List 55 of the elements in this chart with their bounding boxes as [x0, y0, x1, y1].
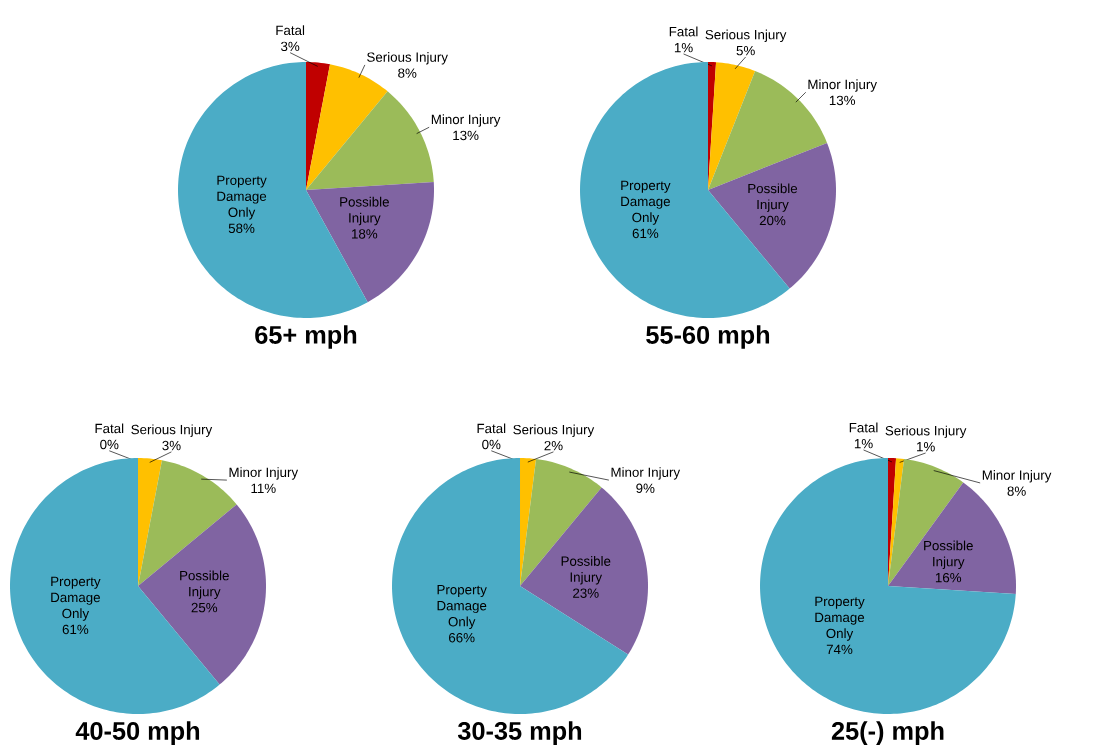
text: 55-60 mph: [646, 325, 770, 349]
data-label: 11%: [251, 483, 276, 493]
category-label: Fatal: [95, 423, 124, 434]
data-label: 58%: [228, 223, 255, 233]
slice-label: Minor Injury: [611, 467, 681, 480]
slice-label: Serious Injury: [513, 424, 595, 437]
text: 65+ mph: [255, 325, 357, 349]
slice-label: Possible Injury: [924, 540, 973, 569]
data-label: 61%: [632, 228, 659, 238]
slice-label: Possible Injury: [180, 570, 229, 599]
text: 40-50 mph: [75, 721, 200, 745]
data-label: 23%: [573, 588, 599, 598]
slice-label: Serious Injury: [367, 51, 448, 65]
slice-label: Property Damage Only: [437, 584, 487, 629]
slice-label: Minor Injury: [229, 467, 299, 480]
slice-label: Fatal: [849, 422, 878, 433]
text: 30-35 mph: [457, 721, 582, 745]
text: 0%: [482, 439, 501, 450]
slice-label: Minor Injury: [982, 469, 1052, 483]
data-label: 3%: [162, 440, 181, 451]
text: 25(-) mph: [831, 721, 944, 745]
data-label: 20%: [759, 215, 786, 226]
slice-label: Serious Injury: [885, 425, 967, 438]
data-label: 13%: [453, 130, 479, 140]
data-label: 1%: [674, 42, 693, 53]
data-label: 8%: [1007, 486, 1026, 496]
slice-label: Property Damage Only: [815, 596, 865, 641]
slice-label: Minor Injury: [431, 114, 501, 127]
data-label: 5%: [736, 45, 755, 56]
slice-label: Possible Injury: [748, 183, 798, 212]
slice-label: Minor Injury: [808, 79, 877, 92]
data-label: 61%: [62, 624, 89, 634]
slice-label: Property Damage Only: [217, 175, 267, 220]
data-label: 2%: [544, 440, 563, 451]
data-label: 1%: [917, 441, 935, 452]
data-label: 1%: [854, 438, 873, 449]
slice-label: Serious Injury: [705, 29, 787, 42]
data-label: 18%: [352, 229, 378, 239]
data-label: 3%: [280, 41, 300, 51]
data-label: 9%: [636, 483, 655, 493]
text: 0%: [100, 439, 119, 450]
data-label: 13%: [829, 95, 856, 105]
data-label: 8%: [398, 68, 417, 78]
slice-label: Fatal: [669, 26, 698, 37]
data-label: 66%: [449, 632, 475, 643]
data-label: 16%: [935, 572, 962, 583]
data-label: 74%: [826, 644, 853, 654]
slice-label: Serious Injury: [131, 424, 213, 437]
slice-label: Fatal: [276, 25, 305, 35]
slice-label: Property Damage Only: [621, 180, 671, 225]
slice-label: Possible Injury: [340, 196, 389, 226]
slice-label: Property Damage Only: [51, 576, 101, 621]
data-label: 25%: [191, 602, 218, 613]
category-label: Fatal: [477, 423, 506, 434]
slice-label: Possible Injury: [561, 555, 611, 585]
